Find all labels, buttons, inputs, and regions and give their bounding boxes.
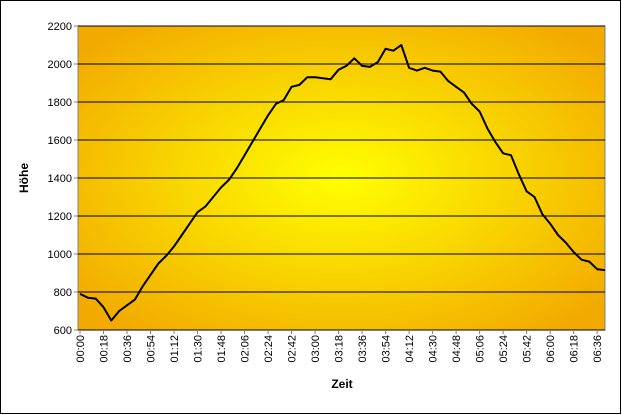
y-tick-label: 1000 <box>48 249 72 261</box>
x-tick-label: 00:36 <box>122 335 134 363</box>
x-tick-label: 03:54 <box>381 335 393 363</box>
x-tick-label: 00:54 <box>146 335 158 363</box>
x-tick-label: 06:18 <box>569 335 581 363</box>
y-tick-label: 1400 <box>48 173 72 185</box>
y-tick-label: 1600 <box>48 135 72 147</box>
x-tick-label: 02:06 <box>240 335 252 363</box>
x-tick-label: 03:36 <box>357 335 369 363</box>
x-tick-label: 06:00 <box>545 335 557 363</box>
x-tick-label: 01:48 <box>216 335 228 363</box>
x-tick-label: 04:30 <box>428 335 440 363</box>
x-tick-label: 01:12 <box>169 335 181 363</box>
x-tick-label: 04:12 <box>404 335 416 363</box>
x-tick-label: 02:42 <box>287 335 299 363</box>
y-tick-label: 800 <box>54 287 72 299</box>
x-tick-label: 00:00 <box>75 335 87 363</box>
y-tick-label: 600 <box>54 325 72 337</box>
y-axis-label: Höhe <box>17 163 31 193</box>
x-tick-label: 05:24 <box>498 335 510 363</box>
x-tick-label: 00:18 <box>99 335 111 363</box>
x-tick-label: 03:18 <box>334 335 346 363</box>
y-tick-label: 1200 <box>48 211 72 223</box>
x-tick-label: 01:30 <box>193 335 205 363</box>
y-tick-label: 1800 <box>48 97 72 109</box>
x-tick-label: 04:48 <box>451 335 463 363</box>
y-tick-label: 2200 <box>48 21 72 33</box>
x-tick-label: 05:06 <box>475 335 487 363</box>
line <box>79 44 606 322</box>
x-tick-label: 06:36 <box>592 335 604 363</box>
x-axis-label: Zeit <box>331 377 352 391</box>
y-tick-label: 2000 <box>48 59 72 71</box>
x-tick-label: 05:42 <box>522 335 534 363</box>
x-tick-label: 03:00 <box>310 335 322 363</box>
x-tick-label: 02:24 <box>263 335 275 363</box>
